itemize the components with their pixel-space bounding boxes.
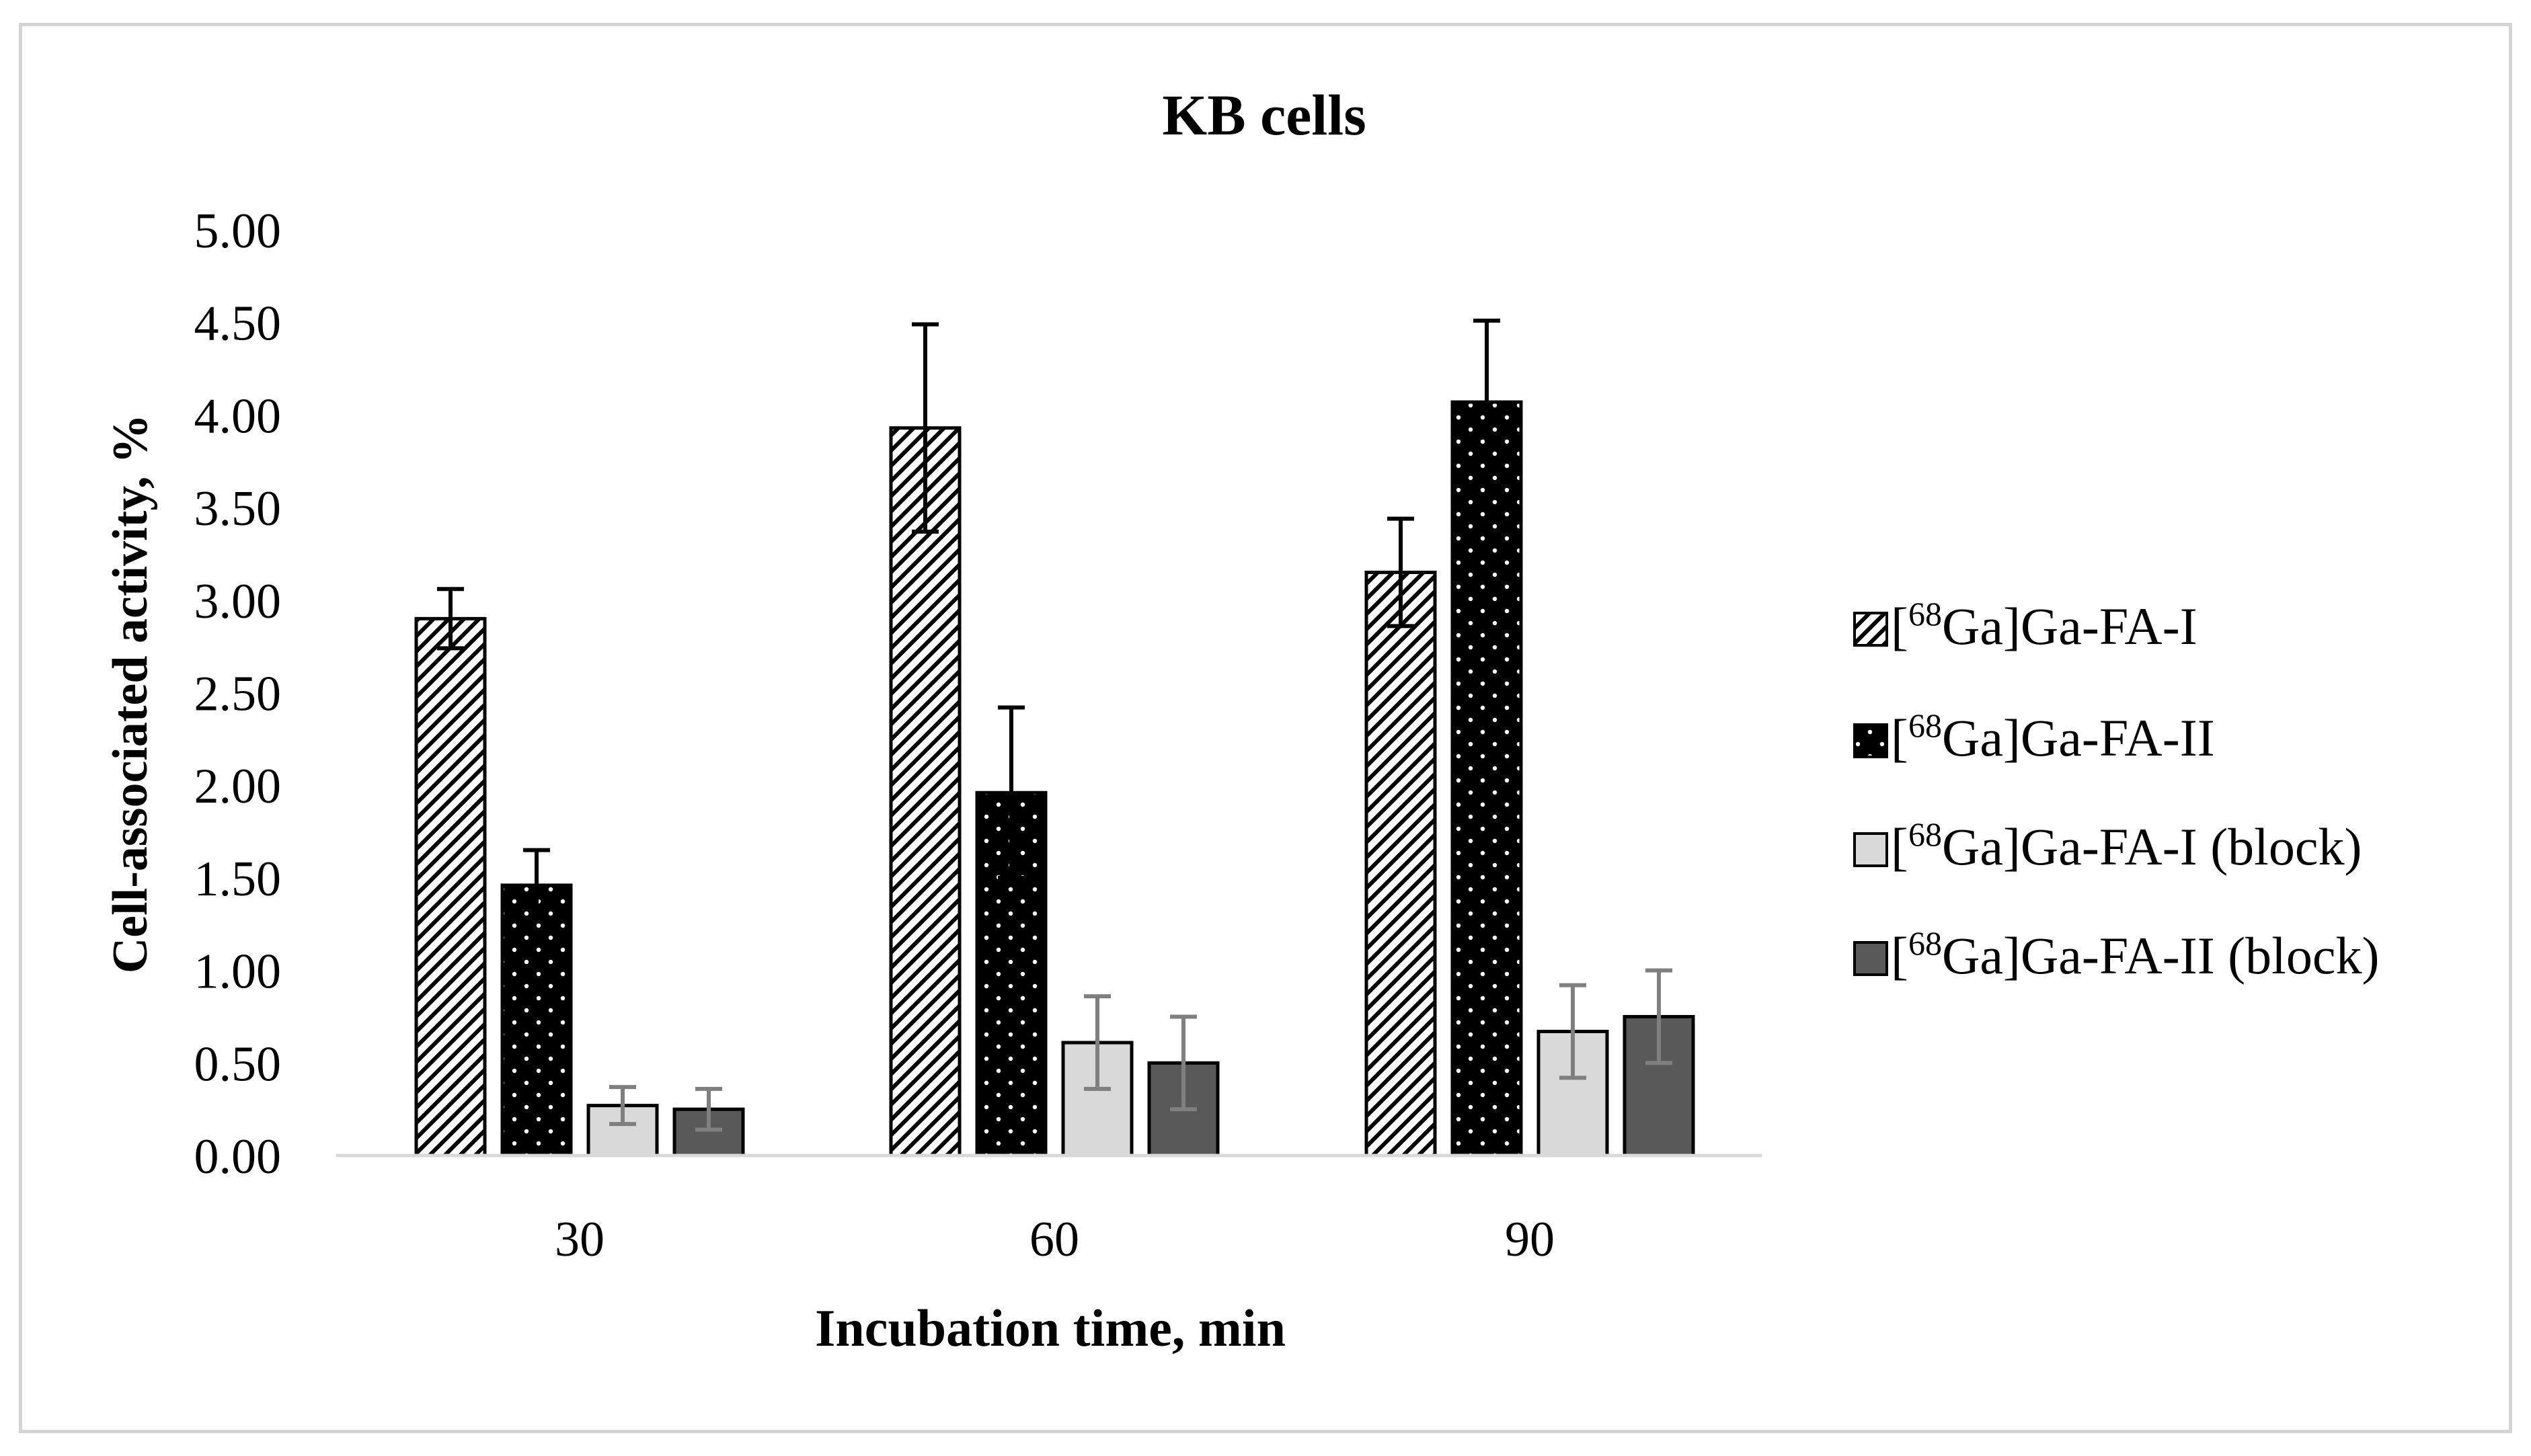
bar-hatch-90: [1364, 570, 1437, 1158]
legend-swatch-dots: [1853, 723, 1888, 758]
y-tick-label: 2.00: [194, 759, 282, 814]
y-axis-ticks: 0.00 0.50 1.00 1.50 2.00 2.50 3.00 3.50 4.00 4.50…: [194, 204, 282, 1184]
y-tick-label: 1.00: [194, 944, 282, 1000]
bar-dots-30: [500, 883, 573, 1158]
x-tick-label: 90: [1505, 1212, 1555, 1267]
legend-label: [68Ga]Ga-FA-II: [1891, 706, 2215, 767]
legend-swatch-hatch: [1853, 612, 1888, 647]
y-tick-label: 0.50: [194, 1037, 282, 1092]
legend-label: [68Ga]Ga-FA-II (block): [1891, 924, 2379, 985]
x-axis-ticks: 30 60 90: [555, 1212, 1555, 1267]
bar-hatch-30: [414, 616, 487, 1158]
y-tick-label: 0.00: [194, 1129, 282, 1184]
legend-label: [68Ga]Ga-FA-I: [1891, 595, 2197, 655]
y-axis-label: Cell-associated activity, %: [103, 414, 158, 973]
legend-label: [68Ga]Ga-FA-I (block): [1891, 815, 2362, 876]
legend: [68Ga]Ga-FA-I [68Ga]Ga-FA-II [68Ga]Ga-FA-I…: [1853, 595, 2379, 985]
y-tick-label: 3.00: [194, 574, 282, 629]
y-tick-label: 3.50: [194, 481, 282, 536]
y-tick-label: 4.50: [194, 296, 282, 352]
y-tick-label: 5.00: [194, 204, 282, 259]
legend-swatch-dark: [1853, 941, 1888, 976]
legend-swatch-light: [1853, 832, 1888, 867]
x-tick-label: 60: [1029, 1212, 1079, 1267]
y-tick-label: 1.50: [194, 852, 282, 907]
y-tick-label: 2.50: [194, 667, 282, 722]
x-axis-label: Incubation time, min: [815, 1299, 1286, 1357]
chart-title: KB cells: [1162, 83, 1366, 147]
y-tick-label: 4.00: [194, 389, 282, 444]
x-tick-label: 30: [555, 1212, 605, 1267]
bar-hatch-60: [889, 426, 962, 1158]
bars: [414, 318, 1695, 1158]
bar-dots-90: [1450, 400, 1523, 1158]
